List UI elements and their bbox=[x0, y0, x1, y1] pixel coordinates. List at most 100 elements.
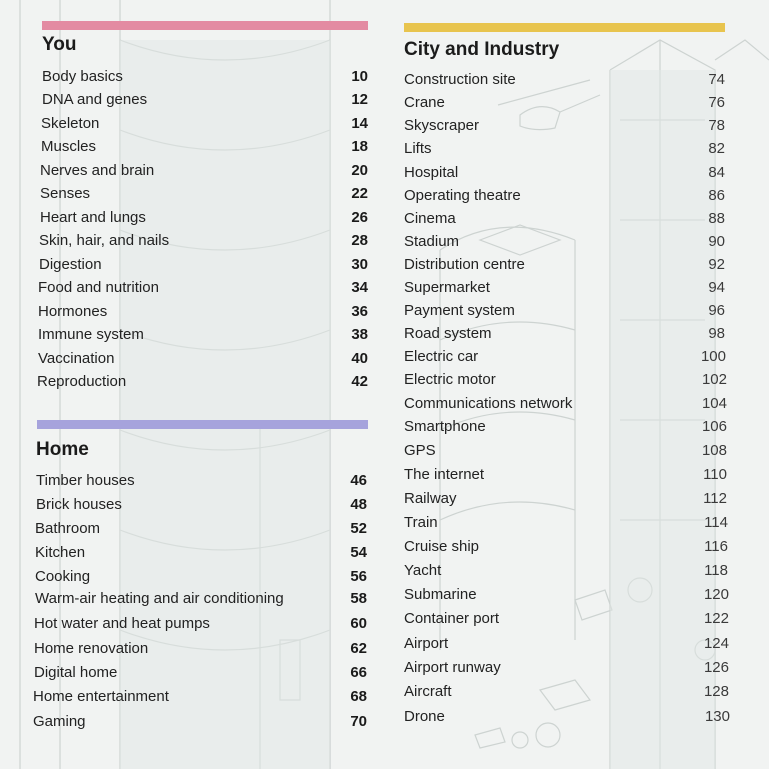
toc-entry-label: Railway bbox=[404, 490, 457, 507]
toc-entry[interactable]: Kitchen 54 bbox=[35, 543, 367, 563]
toc-entry[interactable]: Electric car 100 bbox=[404, 347, 726, 367]
toc-entry[interactable]: Submarine 120 bbox=[404, 585, 729, 605]
toc-entry[interactable]: Payment system 96 bbox=[404, 301, 725, 321]
toc-entry-label: Bathroom bbox=[35, 520, 101, 537]
toc-entry-label: Road system bbox=[404, 325, 492, 342]
toc-entry[interactable]: Crane 76 bbox=[404, 93, 725, 113]
toc-entry[interactable]: Communications network 104 bbox=[404, 394, 727, 414]
toc-entry[interactable]: Electric motor 102 bbox=[404, 370, 727, 390]
toc-entry-page: 62 bbox=[350, 640, 367, 657]
section-you-title: You bbox=[42, 34, 77, 55]
toc-entry-page: 30 bbox=[351, 256, 368, 273]
toc-entry-label: DNA and genes bbox=[42, 91, 148, 108]
toc-entry-label: Brick houses bbox=[36, 496, 122, 513]
toc-entry-label: Operating theatre bbox=[404, 187, 521, 204]
toc-entry-label: Senses bbox=[40, 185, 91, 202]
toc-entry-label: Construction site bbox=[404, 71, 516, 88]
toc-entry[interactable]: The internet 110 bbox=[404, 465, 727, 485]
toc-entry[interactable]: Railway 112 bbox=[404, 489, 727, 509]
toc-entry-label: Home renovation bbox=[34, 640, 149, 657]
toc-entry[interactable]: Aircraft 128 bbox=[404, 682, 729, 702]
toc-entry[interactable]: Supermarket 94 bbox=[404, 278, 725, 298]
toc-entry-label: Timber houses bbox=[36, 472, 135, 489]
toc-entry-label: Heart and lungs bbox=[40, 209, 146, 226]
toc-entry-label: Body basics bbox=[42, 68, 123, 85]
toc-entry-label: Kitchen bbox=[35, 544, 86, 561]
toc-entry-page: 58 bbox=[350, 590, 367, 607]
toc-entry[interactable]: Cinema 88 bbox=[404, 209, 725, 229]
section-city-title: City and Industry bbox=[404, 39, 560, 60]
toc-entry[interactable]: Reproduction 42 bbox=[37, 372, 368, 392]
toc-entry-label: Communications network bbox=[404, 395, 573, 412]
toc-entry[interactable]: Cruise ship 116 bbox=[404, 537, 728, 557]
section-city-bar bbox=[404, 23, 725, 32]
toc-entry-label: Electric car bbox=[404, 348, 479, 365]
toc-entry-page: 110 bbox=[703, 466, 727, 483]
toc-entry[interactable]: Yacht 118 bbox=[404, 561, 728, 581]
toc-entry-page: 42 bbox=[351, 373, 368, 390]
toc-entry-label: Reproduction bbox=[37, 373, 127, 390]
toc-entry[interactable]: Digestion 30 bbox=[39, 255, 368, 275]
toc-entry-label: GPS bbox=[404, 442, 436, 459]
toc-entry[interactable]: GPS 108 bbox=[404, 441, 727, 461]
toc-entry[interactable]: Drone 130 bbox=[404, 707, 730, 727]
toc-entry-label: Digestion bbox=[39, 256, 102, 273]
toc-entry[interactable]: Container port 122 bbox=[404, 609, 729, 629]
toc-entry-page: 98 bbox=[708, 325, 725, 342]
toc-entry[interactable]: Body basics 10 bbox=[42, 67, 368, 87]
toc-entry-label: Hormones bbox=[38, 303, 108, 320]
toc-entry-page: 18 bbox=[351, 138, 368, 155]
toc-entry[interactable]: Heart and lungs 26 bbox=[40, 208, 368, 228]
toc-entry[interactable]: Hospital 84 bbox=[404, 163, 725, 183]
toc-entry-page: 124 bbox=[703, 635, 729, 652]
toc-entry[interactable]: Skin, hair, and nails 28 bbox=[39, 231, 368, 251]
toc-entry[interactable]: Construction site 74 bbox=[404, 70, 725, 90]
toc-entry[interactable]: Muscles 18 bbox=[41, 137, 368, 157]
toc-entry[interactable]: Stadium 90 bbox=[404, 232, 725, 252]
toc-entry-page: 106 bbox=[701, 418, 727, 435]
toc-entry[interactable]: Airport 124 bbox=[404, 634, 729, 654]
toc-entry-page: 94 bbox=[708, 279, 725, 296]
toc-entry[interactable]: Skyscraper 78 bbox=[404, 116, 725, 136]
toc-entry[interactable]: DNA and genes 12 bbox=[42, 90, 368, 110]
toc-entry[interactable]: Food and nutrition 34 bbox=[38, 278, 368, 298]
toc-entry[interactable]: Nerves and brain 20 bbox=[40, 161, 368, 181]
toc-entry[interactable]: Brick houses 48 bbox=[36, 495, 367, 515]
toc-entry[interactable]: Immune system 38 bbox=[38, 325, 368, 345]
toc-entry[interactable]: Senses 22 bbox=[40, 184, 368, 204]
toc-entry[interactable]: Gaming 70 bbox=[33, 712, 367, 732]
toc-entry[interactable]: Smartphone 106 bbox=[404, 417, 727, 437]
toc-entry-label: Distribution centre bbox=[404, 256, 525, 273]
toc-entry-page: 78 bbox=[708, 117, 725, 134]
toc-entry[interactable]: Distribution centre 92 bbox=[404, 255, 725, 275]
toc-entry[interactable]: Road system 98 bbox=[404, 324, 725, 344]
toc-entry[interactable]: Vaccination 40 bbox=[38, 349, 368, 369]
toc-entry-page: 14 bbox=[351, 115, 368, 132]
toc-entry[interactable]: Hot water and heat pumps 60 bbox=[34, 614, 367, 634]
toc-entry-page: 22 bbox=[351, 185, 368, 202]
toc-entry-page: 76 bbox=[708, 94, 725, 111]
toc-entry[interactable]: Skeleton 14 bbox=[41, 114, 368, 134]
toc-entry[interactable]: Lifts 82 bbox=[404, 139, 725, 159]
toc-entry[interactable]: Cooking 56 bbox=[35, 567, 367, 587]
toc-entry[interactable]: Home renovation 62 bbox=[34, 639, 367, 659]
toc-entry-label: Smartphone bbox=[404, 418, 486, 435]
toc-entry-page: 104 bbox=[701, 395, 727, 412]
toc-entry-page: 12 bbox=[351, 91, 368, 108]
toc-entry-label: The internet bbox=[404, 466, 485, 483]
toc-entry[interactable]: Train 114 bbox=[404, 513, 728, 533]
toc-entry[interactable]: Operating theatre 86 bbox=[404, 186, 725, 206]
toc-entry-page: 48 bbox=[350, 496, 367, 513]
toc-entry[interactable]: Timber houses 46 bbox=[36, 471, 367, 491]
toc-entry-label: Electric motor bbox=[404, 371, 496, 388]
toc-entry[interactable]: Digital home 66 bbox=[34, 663, 367, 683]
toc-entry[interactable]: Airport runway 126 bbox=[404, 658, 729, 678]
toc-entry[interactable]: Hormones 36 bbox=[38, 302, 368, 322]
toc-entry-page: 66 bbox=[350, 664, 367, 681]
toc-entry[interactable]: Warm-air heating and air conditioning 58 bbox=[35, 589, 367, 609]
toc-entry[interactable]: Bathroom 52 bbox=[35, 519, 367, 539]
toc-entry-label: Aircraft bbox=[404, 683, 452, 700]
toc-entry-page: 40 bbox=[351, 350, 368, 367]
toc-entry-label: Submarine bbox=[404, 586, 477, 603]
toc-entry[interactable]: Home entertainment 68 bbox=[33, 687, 367, 707]
